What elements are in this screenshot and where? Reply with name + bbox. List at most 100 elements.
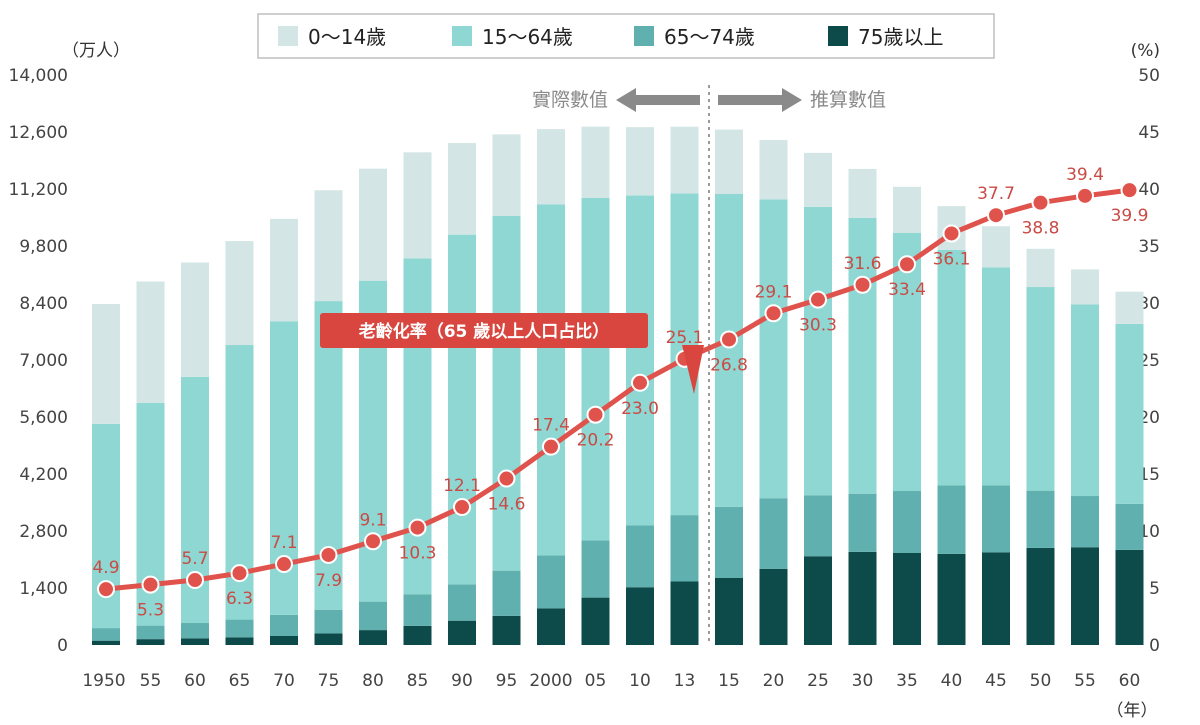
bar-segment [92, 640, 120, 645]
line-point [1120, 181, 1139, 200]
bar-segment [804, 495, 832, 557]
line-data-label: 39.4 [1066, 165, 1104, 185]
x-tick-label: 20 [763, 671, 785, 691]
bar-segment [537, 129, 565, 205]
x-unit: （年） [1107, 701, 1158, 721]
bar-segment [181, 638, 209, 645]
line-data-label: 37.7 [977, 184, 1015, 204]
legend-swatch-75plus [828, 26, 848, 46]
bar-segment [759, 568, 788, 645]
line-data-label: 5.7 [181, 549, 208, 569]
line-data-label: 5.3 [137, 601, 164, 621]
bar-segment [314, 609, 343, 634]
x-tick-label: 40 [941, 671, 963, 691]
x-tick-label: 50 [1030, 671, 1052, 691]
x-tick-label: 55 [140, 671, 162, 691]
bar-segment [537, 608, 565, 645]
x-tick-label: 90 [451, 671, 473, 691]
y-right-unit: (%) [1131, 41, 1160, 61]
y-left-tick: 2,800 [19, 522, 68, 542]
callout: 老齡化率（65 歲以上人口占比） [320, 313, 704, 394]
y-left-tick: 9,800 [19, 237, 68, 257]
bar-segment [403, 152, 432, 259]
bar-segment [715, 194, 743, 507]
bar-segment [715, 577, 743, 645]
bar-segment [848, 217, 877, 494]
x-tick-label: 75 [318, 671, 340, 691]
x-tick-label: 55 [1074, 671, 1096, 691]
bar-segment [136, 281, 165, 403]
y-left-tick: 11,200 [9, 180, 68, 200]
bar-segment [492, 134, 521, 216]
y-right-tick: 20 [1138, 408, 1160, 428]
y-left-unit: （万人） [62, 41, 130, 61]
bar-segment [759, 199, 788, 499]
bar-segment [626, 587, 654, 645]
bar-segment [715, 129, 743, 195]
y-right-tick: 50 [1138, 66, 1160, 86]
bar-segment [537, 204, 565, 556]
bar-segment [581, 197, 610, 541]
line-data-label: 38.8 [1022, 219, 1060, 239]
bar-segment [1026, 490, 1055, 548]
x-tick-label: 85 [407, 671, 429, 691]
bar-segment [893, 491, 921, 553]
line-point [230, 564, 249, 583]
line-point [275, 555, 293, 574]
callout-pointer [682, 345, 704, 394]
y-left-tick: 8,400 [19, 294, 68, 314]
line-point [586, 405, 605, 424]
line-point [720, 330, 738, 349]
y-right-tick: 5 [1149, 579, 1160, 599]
x-tick-label: 60 [184, 671, 206, 691]
line-data-label: 36.1 [933, 249, 971, 269]
line-data-label: 20.2 [577, 431, 615, 451]
line-point [809, 290, 827, 309]
bar-segment [270, 614, 298, 637]
line-data-label: 10.3 [399, 544, 437, 564]
bar-segment [670, 126, 699, 194]
bar-segment [1115, 291, 1144, 324]
bar-segment [448, 620, 476, 645]
bar-segment [1071, 547, 1099, 645]
y-right-tick: 35 [1138, 237, 1160, 257]
bar-segment [804, 206, 832, 496]
callout-text: 老齡化率（65 歲以上人口占比） [358, 321, 610, 342]
arrow-left-icon [616, 88, 700, 112]
bar-segment [537, 555, 565, 609]
line-data-label: 17.4 [532, 416, 570, 436]
legend-label-75plus: 75歲以上 [858, 25, 943, 49]
bar-segment [982, 485, 1010, 553]
bar-segment [1115, 503, 1144, 550]
bar-segment [403, 625, 432, 645]
bar-segment [225, 619, 254, 638]
bar-segment [670, 515, 699, 582]
legend-label-65-74: 65〜74歲 [664, 25, 755, 49]
y-right-tick: 15 [1138, 465, 1160, 485]
bar-segment [848, 551, 877, 645]
aging-rate-line [97, 181, 1139, 599]
x-tick-label: 95 [496, 671, 518, 691]
x-tick-label: 60 [1119, 671, 1141, 691]
line-point [631, 373, 649, 392]
bar-segment [670, 581, 699, 645]
line-data-label: 6.3 [226, 589, 253, 609]
line-point [1076, 186, 1094, 205]
line-point [987, 206, 1005, 225]
x-tick-label: 25 [807, 671, 829, 691]
bar-segment [136, 625, 165, 640]
bar-segment [359, 601, 387, 631]
x-tick-label: 80 [362, 671, 384, 691]
actual-label: 實際數值 [532, 89, 608, 111]
legend-swatch-65-74 [634, 26, 654, 46]
line-point [364, 532, 382, 551]
bar-segment [136, 639, 165, 645]
bar-segment [848, 168, 877, 218]
line-data-label: 7.9 [315, 571, 342, 591]
y-left-tick: 0 [57, 636, 68, 656]
bar-segment [403, 594, 432, 626]
bar-segment [893, 232, 921, 492]
y-left-tick: 12,600 [9, 123, 68, 143]
legend-frame [257, 13, 995, 59]
bar-segment [270, 636, 298, 645]
